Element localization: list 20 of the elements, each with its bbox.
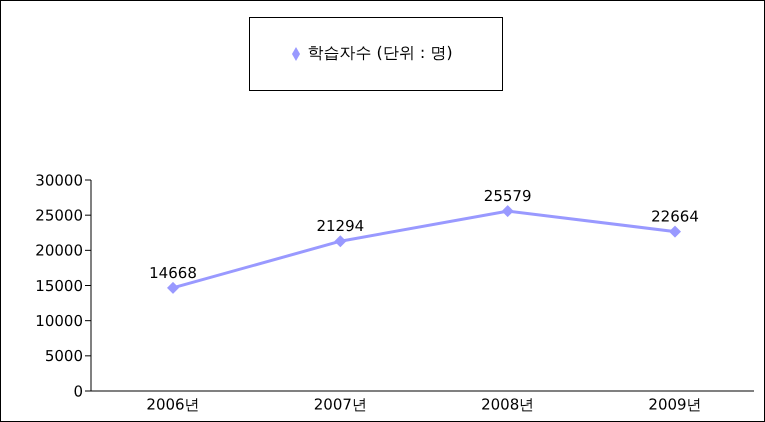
y-tick-label: 25000 xyxy=(35,206,83,224)
y-tick-label: 10000 xyxy=(35,312,83,330)
x-tick-label: 2007년 xyxy=(314,396,367,414)
y-tick-label: 20000 xyxy=(35,242,83,260)
data-label: 25579 xyxy=(484,187,532,206)
point xyxy=(167,282,179,294)
data-label: 14668 xyxy=(149,264,197,282)
point xyxy=(669,226,681,238)
x-tick-label: 2009년 xyxy=(648,396,702,414)
point xyxy=(502,205,514,218)
x-tick-label: 2006년 xyxy=(146,396,200,414)
y-tick-label: 15000 xyxy=(35,276,83,295)
y-tick-label: 0 xyxy=(73,382,83,400)
point xyxy=(334,235,346,248)
data-label: 22664 xyxy=(651,208,699,226)
y-tick-label: 30000 xyxy=(35,171,83,190)
x-tick-label: 2008년 xyxy=(481,396,534,414)
legend-label: 학습자수 (단위 : 명) xyxy=(307,43,453,62)
y-tick-label: 5000 xyxy=(44,347,83,366)
data-label: 21294 xyxy=(316,217,364,236)
